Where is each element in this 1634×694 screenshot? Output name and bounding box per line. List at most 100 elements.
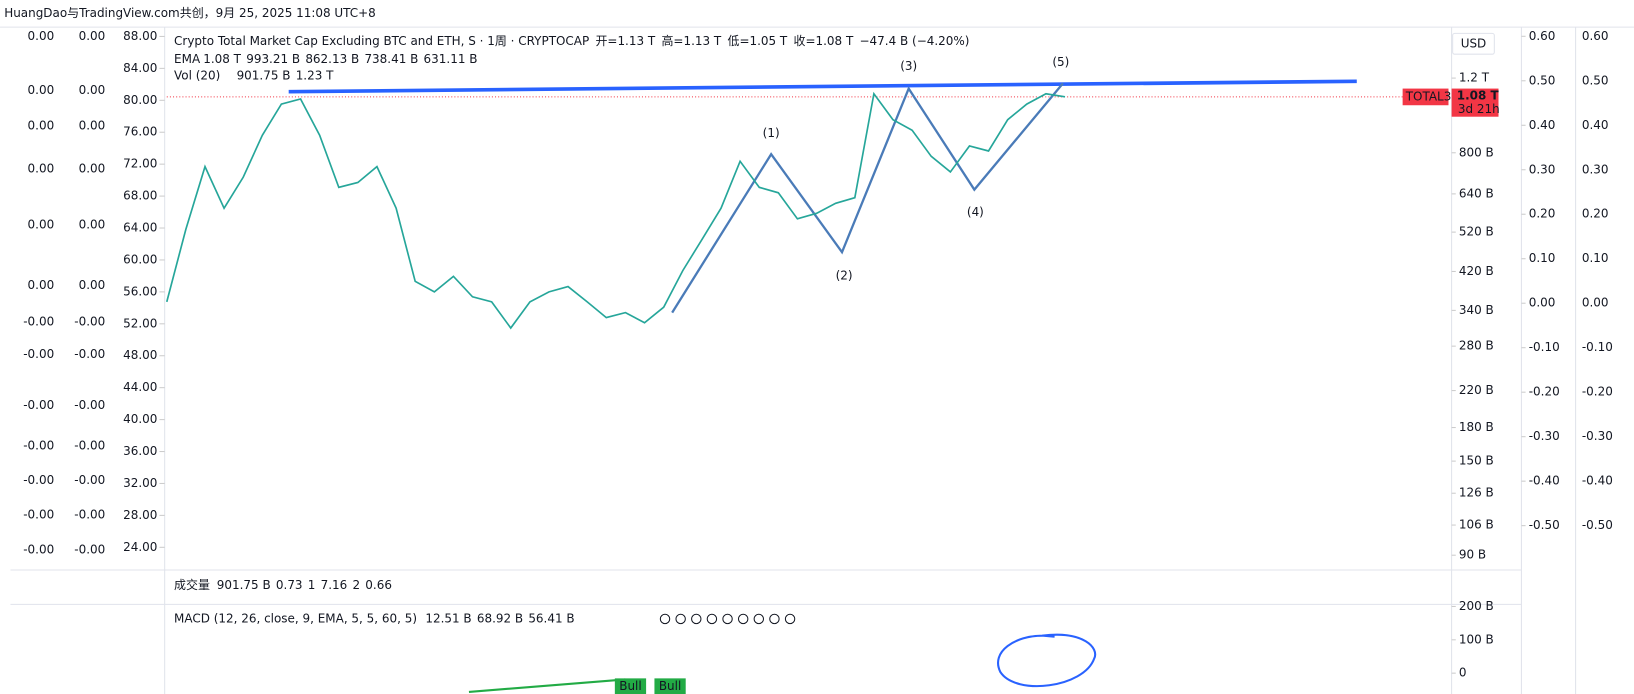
price-axis-label: 280 B (1459, 339, 1494, 353)
right-axis-label: -0.50 (1529, 518, 1560, 532)
legend-value: 901.75 B (237, 69, 291, 83)
left-axis-label: 64.00 (123, 221, 157, 235)
right-axis-label: 0.00 (1529, 296, 1556, 310)
right-axis-label: 0.30 (1582, 162, 1609, 176)
bull-label: Bull (659, 679, 681, 693)
right-axis-label: 0.20 (1529, 207, 1556, 221)
wave-label: (4) (967, 205, 984, 219)
price-badge (1451, 88, 1499, 117)
left-column-label: 0.00 (79, 119, 106, 133)
right-axis-label: -0.40 (1582, 474, 1613, 488)
badge-countdown: 3d 21h (1458, 102, 1500, 116)
right-axis-label: 0.60 (1529, 29, 1556, 43)
volume-legend-name: 成交量 (174, 577, 210, 592)
right-axis-label: 0.10 (1529, 251, 1556, 265)
left-axis-label: 32.00 (123, 476, 157, 490)
price-axis-label: 640 B (1459, 186, 1494, 200)
right-axis-label: 0.10 (1582, 251, 1609, 265)
hidden-icon (722, 613, 733, 625)
price-axis-label: 520 B (1459, 225, 1494, 239)
wave-label: (5) (1052, 55, 1069, 69)
circle-annotation (997, 633, 1097, 688)
legend-value: 12.51 B (425, 611, 471, 625)
right-axis-label: -0.50 (1582, 518, 1613, 532)
ohlc-label: 开= (595, 34, 617, 48)
price-line (165, 91, 1066, 330)
ohlc-label: 高= (661, 33, 683, 48)
right-axis-label: -0.30 (1529, 429, 1560, 443)
left-column-label: -0.00 (74, 438, 105, 452)
ohlc-value: 1.05 T (749, 34, 787, 48)
badge-price: 1.08 T (1457, 88, 1500, 102)
left-column-label: -0.00 (23, 507, 54, 521)
right-axis-label: 0.00 (1582, 296, 1609, 310)
left-column-label: 0.00 (79, 278, 106, 292)
left-column-label: -0.00 (23, 398, 54, 412)
left-column-label: 0.00 (79, 29, 106, 43)
right-axis-label: -0.30 (1582, 429, 1613, 443)
left-column-label: -0.00 (23, 473, 54, 487)
legend-value: 631.11 B (424, 52, 478, 66)
price-axis-label: 180 B (1459, 420, 1494, 434)
left-axis-label: 56.00 (123, 284, 157, 298)
hidden-icon (691, 613, 702, 625)
macd-axis-label: 100 B (1459, 632, 1494, 646)
symbol: Crypto Total Market Cap Excluding BTC an… (174, 34, 589, 48)
legend-value: 1.08 T (203, 52, 241, 66)
bull-badge (614, 678, 647, 694)
right-axis-label: 0.40 (1529, 118, 1556, 132)
left-column-label: 0.00 (79, 218, 106, 232)
frame (0, 26, 1634, 694)
hidden-icon (769, 613, 780, 625)
price-axis-label: 420 B (1459, 264, 1494, 278)
wave-label: (3) (900, 59, 917, 73)
left-column-label: -0.00 (74, 543, 105, 557)
hidden-icon (784, 613, 796, 625)
left-axis-label: 24.00 (123, 540, 157, 554)
right-axis-label: 0.40 (1582, 118, 1609, 132)
right-axis-label: -0.20 (1529, 385, 1560, 399)
resistance-line (288, 79, 1357, 94)
bull-badge (654, 678, 686, 694)
badge-symbol: TOTAL3 (1405, 89, 1452, 103)
ema-label: EMA (174, 52, 201, 66)
price-axis-label: 150 B (1459, 454, 1494, 468)
left-axis-label: 72.00 (123, 157, 157, 171)
left-column-label: -0.00 (74, 507, 105, 521)
left-axis-label: 60.00 (123, 252, 157, 266)
macd-axis-label: 0 (1459, 666, 1467, 680)
left-column-label: 0.00 (79, 161, 106, 175)
unit: USD (1461, 36, 1487, 50)
left-column-label: 0.00 (28, 278, 55, 292)
legend-value: 56.41 B (528, 611, 574, 625)
left-column-label: 0.00 (28, 218, 55, 232)
left-axis-label: 84.00 (123, 61, 157, 75)
left-axis-label: 40.00 (123, 412, 157, 426)
left-column-label: -0.00 (23, 543, 54, 557)
left-axis-label: 88.00 (123, 29, 157, 43)
right-axis-label: -0.40 (1529, 474, 1560, 488)
unit-box[interactable] (1452, 32, 1495, 55)
legend-value: 2 (352, 578, 360, 592)
legend-value: 993.21 B (246, 52, 300, 66)
left-axis-label: 48.00 (123, 348, 157, 362)
right-axis-label: -0.10 (1529, 340, 1560, 354)
legend-value: 1.23 T (296, 69, 334, 83)
hidden-icon (706, 613, 718, 625)
left-axis-label: 68.00 (123, 189, 157, 203)
left-column-label: 0.00 (28, 29, 55, 43)
right-axis-label: -0.20 (1582, 385, 1613, 399)
ohlc-value: 1.08 T (816, 34, 854, 48)
wave-label: (1) (763, 126, 780, 140)
price-axis-label: 126 B (1459, 486, 1494, 500)
left-axis-label: 52.00 (123, 316, 157, 330)
right-axis-label: 0.50 (1529, 73, 1556, 87)
vol-label: Vol (20) (174, 69, 220, 83)
right-axis-label: 0.50 (1582, 73, 1609, 87)
price-axis-label: 106 B (1459, 518, 1494, 532)
left-axis-label: 80.00 (123, 93, 157, 107)
left-column-label: 0.00 (28, 83, 55, 97)
left-column-label: 0.00 (79, 83, 106, 97)
